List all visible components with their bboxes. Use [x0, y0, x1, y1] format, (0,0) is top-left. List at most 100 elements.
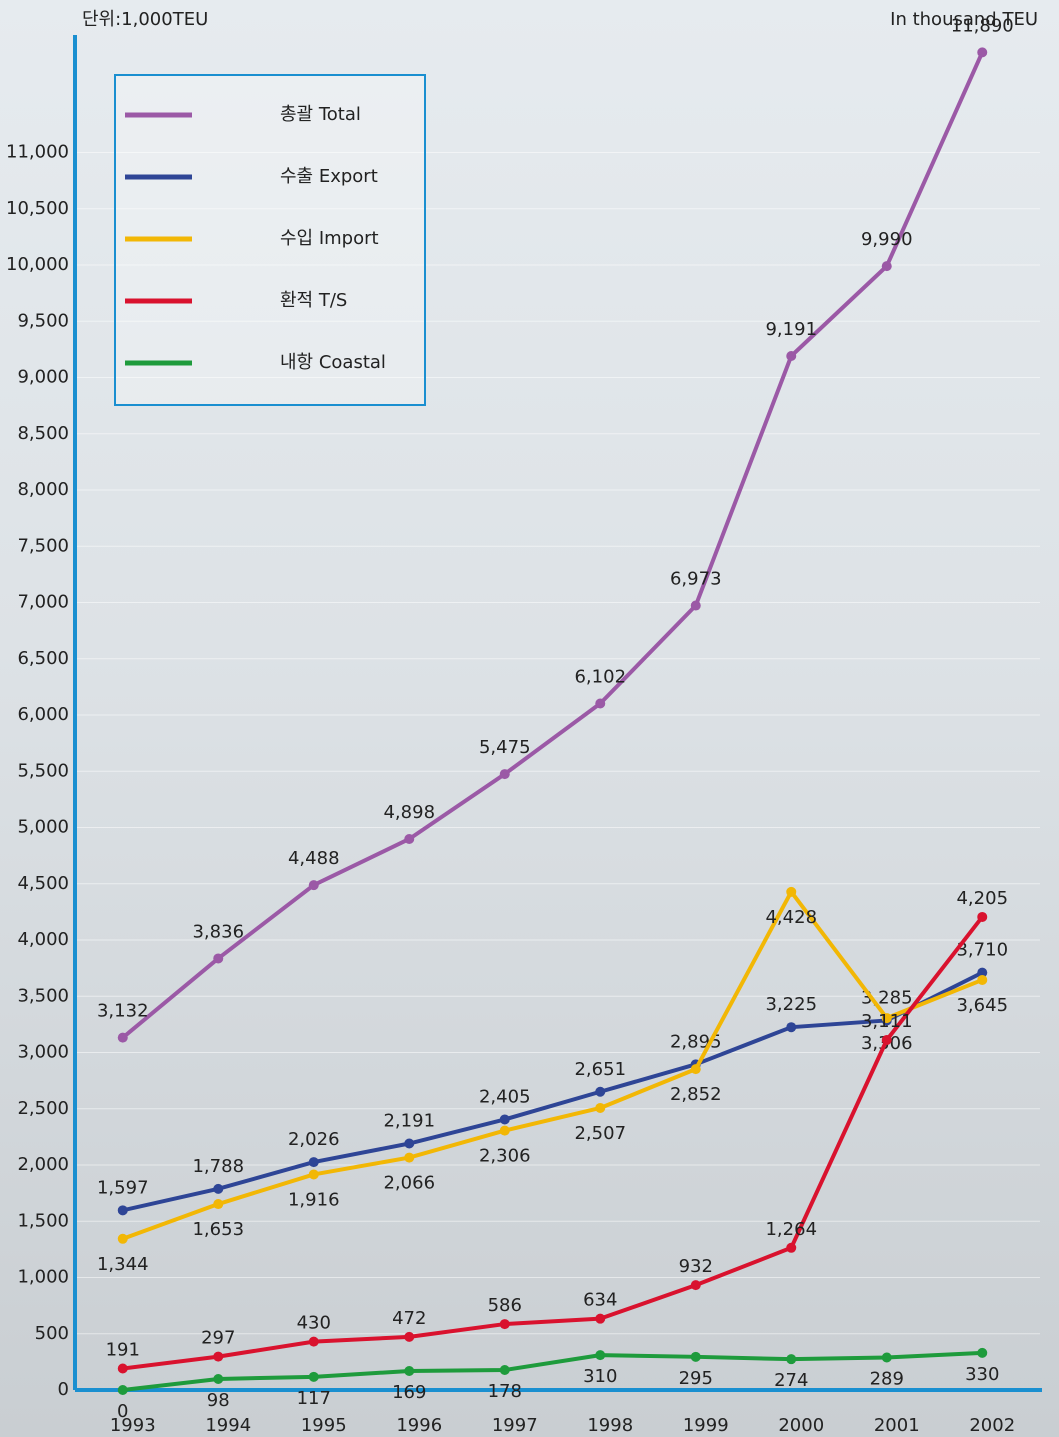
data-label: 6,102: [574, 667, 626, 688]
series-line: [122, 970, 984, 1213]
data-point: [881, 1352, 892, 1363]
data-label: 11,890: [951, 15, 1014, 36]
y-tick-label: 5,500: [17, 760, 69, 781]
y-tick-label: 3,500: [17, 985, 69, 1006]
data-label: 3,836: [192, 921, 244, 942]
series-line: [122, 915, 984, 1371]
y-tick-label: 4,500: [17, 873, 69, 894]
y-tick-label: 0: [58, 1379, 69, 1400]
data-label: 430: [297, 1313, 331, 1334]
data-point: [499, 1364, 510, 1375]
unit-left: 단위:1,000TEU: [82, 9, 208, 30]
x-tick-label: 2000: [778, 1415, 824, 1436]
data-point: [117, 1385, 128, 1395]
data-label: 169: [392, 1382, 426, 1403]
data-point: [595, 698, 606, 709]
data-label: 5,475: [479, 737, 531, 758]
data-point: [117, 1363, 128, 1374]
data-point: [786, 1022, 797, 1033]
data-label: 2,405: [479, 1086, 531, 1107]
data-label: 2,651: [574, 1059, 626, 1080]
data-label: 1,344: [97, 1254, 149, 1275]
y-tick-label: 8,500: [17, 423, 69, 444]
data-point: [499, 1125, 510, 1136]
data-point: [308, 1336, 319, 1347]
data-label: 330: [965, 1364, 999, 1385]
series-line: [122, 889, 983, 1241]
x-tick-label: 1998: [587, 1415, 633, 1436]
y-tick-label: 5,000: [17, 817, 69, 838]
data-label: 3,132: [97, 1001, 149, 1022]
x-tick-label: 1999: [683, 1415, 729, 1436]
data-label: 3,111: [861, 1011, 913, 1032]
legend-label: 수출 Export: [280, 166, 378, 187]
unit-right: In thousand TEU: [890, 9, 1038, 30]
data-point: [308, 880, 319, 891]
data-point: [690, 1351, 701, 1362]
series-line: [122, 1350, 983, 1392]
data-point: [977, 974, 988, 985]
data-label: 3,645: [956, 995, 1008, 1016]
data-point: [786, 1354, 797, 1365]
data-label: 1,653: [192, 1219, 244, 1240]
data-point: [213, 1351, 224, 1362]
data-point: [499, 1319, 510, 1330]
data-label: 178: [488, 1381, 522, 1402]
x-tick-label: 2002: [969, 1415, 1015, 1436]
data-point: [881, 1013, 892, 1024]
data-point: [117, 1032, 128, 1043]
data-label: 3,285: [861, 987, 913, 1008]
legend-label: 환적 T/S: [280, 290, 347, 311]
data-label: 1,597: [97, 1177, 149, 1198]
data-point: [786, 351, 797, 362]
data-label: 472: [392, 1308, 426, 1329]
data-label: 295: [679, 1368, 713, 1389]
y-tick-label: 10,000: [6, 254, 69, 275]
data-point: [404, 1331, 415, 1342]
data-point: [977, 967, 988, 978]
data-point: [213, 1373, 224, 1384]
y-tick-label: 2,500: [17, 1098, 69, 1119]
data-label: 1,916: [288, 1189, 340, 1210]
y-tick-label: 11,000: [6, 142, 69, 163]
data-point: [213, 1183, 224, 1194]
data-label: 1,788: [192, 1156, 244, 1177]
data-label: 191: [106, 1340, 140, 1361]
y-tick-label: 7,000: [17, 592, 69, 613]
data-point: [977, 47, 988, 58]
y-tick-label: 7,500: [17, 535, 69, 556]
data-label: 634: [583, 1290, 617, 1311]
legend-label: 내항 Coastal: [280, 352, 386, 373]
x-tick-label: 1994: [205, 1415, 251, 1436]
data-point: [690, 1064, 701, 1075]
data-point: [881, 1035, 892, 1046]
data-point: [690, 1280, 701, 1291]
data-point: [308, 1169, 319, 1180]
data-point: [404, 833, 415, 844]
data-label: 289: [870, 1368, 904, 1389]
data-label: 932: [679, 1256, 713, 1277]
data-label: 586: [488, 1295, 522, 1316]
data-point: [977, 911, 988, 922]
data-label: 4,205: [956, 888, 1008, 909]
data-point: [404, 1138, 415, 1149]
data-point: [308, 1371, 319, 1382]
y-tick-label: 1,000: [17, 1267, 69, 1288]
y-tick-label: 10,500: [6, 198, 69, 219]
data-point: [595, 1086, 606, 1097]
data-point: [213, 1199, 224, 1210]
y-tick-label: 6,000: [17, 704, 69, 725]
series-line: [121, 51, 985, 1040]
data-label: 0: [117, 1401, 128, 1422]
data-point: [595, 1313, 606, 1324]
data-point: [595, 1102, 606, 1113]
data-point: [404, 1365, 415, 1376]
data-point: [499, 1114, 510, 1125]
data-point: [690, 600, 701, 611]
data-label: 2,306: [479, 1146, 531, 1167]
data-label: 9,191: [765, 319, 817, 340]
data-point: [213, 953, 224, 964]
data-label: 2,026: [288, 1129, 340, 1150]
data-label: 117: [297, 1388, 331, 1409]
